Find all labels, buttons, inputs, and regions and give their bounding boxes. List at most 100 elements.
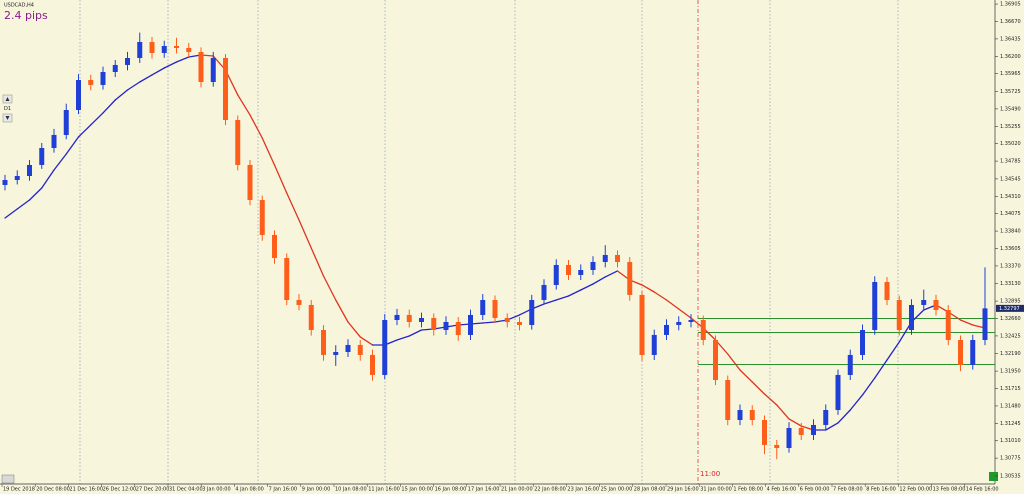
y-tick-label: 1.33840 bbox=[1000, 229, 1021, 235]
candle-body bbox=[468, 314, 473, 335]
moving-average-segment bbox=[77, 124, 92, 138]
candle-body bbox=[835, 374, 841, 410]
x-tick-label: 12 Feb 00:00 bbox=[899, 487, 932, 493]
moving-average-segment bbox=[849, 394, 864, 411]
candle-body bbox=[308, 304, 314, 330]
candle-body bbox=[945, 310, 951, 340]
candle-body bbox=[370, 354, 375, 375]
candle-body bbox=[896, 300, 902, 330]
timeframe-label: D1 bbox=[4, 106, 11, 112]
candle-body bbox=[786, 428, 792, 448]
candle-body bbox=[333, 352, 339, 355]
y-tick-label: 1.35255 bbox=[1000, 124, 1021, 130]
moving-average-segment bbox=[4, 208, 18, 219]
x-tick-label: 20 Dec 08:00 bbox=[36, 487, 70, 493]
y-tick-label: 1.31010 bbox=[1000, 438, 1021, 444]
candle-body bbox=[933, 300, 939, 310]
moving-average-segment bbox=[886, 341, 900, 361]
candle-body bbox=[431, 318, 437, 330]
candle-body bbox=[737, 410, 743, 420]
candle-body bbox=[688, 320, 694, 322]
moving-average-segment bbox=[543, 299, 557, 305]
moving-average-segment bbox=[788, 418, 802, 427]
y-tick-label: 1.31950 bbox=[1000, 369, 1021, 375]
candle-body bbox=[186, 48, 192, 52]
candle-body bbox=[774, 444, 780, 448]
candle-body bbox=[713, 340, 718, 380]
moving-average-segment bbox=[408, 329, 423, 337]
x-tick-label: 15 Jan 00:00 bbox=[401, 487, 433, 493]
candle-body bbox=[676, 322, 682, 325]
moving-average-segment bbox=[825, 422, 839, 431]
moving-average-segment bbox=[861, 377, 876, 396]
candle-body bbox=[566, 264, 571, 275]
candle-body bbox=[27, 164, 32, 176]
x-tick-label: 1 Feb 08:00 bbox=[733, 487, 763, 493]
candle-body bbox=[39, 148, 45, 165]
y-tick-label: 1.32895 bbox=[1000, 299, 1021, 305]
spread-label: 2.4 pips bbox=[4, 9, 48, 22]
moving-average-segment bbox=[126, 81, 141, 91]
x-tick-label: 6 Feb 00:00 bbox=[800, 487, 830, 493]
candle-body bbox=[762, 420, 767, 445]
moving-average-segment bbox=[763, 393, 778, 406]
candle-body bbox=[541, 284, 547, 300]
candle-body bbox=[982, 308, 988, 340]
y-tick-label: 1.35020 bbox=[1000, 141, 1021, 147]
y-tick-label: 1.33370 bbox=[1000, 263, 1021, 269]
candle-body bbox=[100, 72, 106, 85]
x-tick-label: 28 Jan 08:00 bbox=[634, 487, 666, 493]
candle-body bbox=[602, 254, 608, 262]
candle-body bbox=[578, 270, 584, 275]
moving-average-segment bbox=[604, 270, 619, 278]
x-tick-label: 23 Jan 16:00 bbox=[567, 487, 599, 493]
x-tick-label: 4 Feb 16:00 bbox=[767, 487, 797, 493]
candle-body bbox=[798, 428, 804, 435]
moving-average-segment bbox=[776, 404, 790, 420]
candle-body bbox=[517, 322, 522, 325]
moving-average-segment bbox=[959, 319, 974, 326]
x-tick-label: 7 Feb 08:00 bbox=[833, 487, 863, 493]
x-tick-label: 26 Dec 12:00 bbox=[103, 487, 137, 493]
symbol-title: USDCAD,H4 bbox=[4, 3, 34, 9]
moving-average-segment bbox=[151, 67, 165, 76]
candle-body bbox=[823, 410, 829, 425]
moving-average-segment bbox=[751, 381, 766, 395]
moving-average-segment bbox=[273, 164, 288, 194]
moving-average-segment bbox=[874, 359, 888, 379]
y-tick-label: 1.36435 bbox=[1000, 36, 1021, 42]
timeframe-control[interactable]: D1 bbox=[2, 94, 13, 123]
y-tick-label: 1.32425 bbox=[1000, 333, 1021, 339]
moving-average-segment bbox=[641, 284, 655, 293]
moving-average-segment bbox=[555, 295, 570, 301]
scroll-icon[interactable] bbox=[1, 474, 15, 484]
y-tick-label: 1.30775 bbox=[1000, 456, 1021, 462]
moving-average-segment bbox=[335, 299, 349, 323]
candle-body bbox=[860, 330, 865, 355]
y-tick-label: 1.31715 bbox=[1000, 386, 1021, 392]
x-tick-label: 31 Jan 00:00 bbox=[700, 487, 732, 493]
candle-body bbox=[480, 300, 486, 315]
x-tick-label: 31 Dec 04:00 bbox=[169, 487, 203, 493]
candle-body bbox=[63, 110, 69, 135]
candle-body bbox=[161, 46, 167, 53]
moving-average-segment bbox=[28, 187, 43, 201]
moving-average-segment bbox=[347, 321, 361, 338]
candle-body bbox=[174, 46, 179, 48]
candle-body bbox=[553, 264, 559, 285]
candle-body bbox=[639, 294, 645, 355]
candle-body bbox=[137, 42, 143, 58]
current-price-label: 1.32797 bbox=[999, 306, 1020, 312]
x-tick-label: 9 Jan 00:00 bbox=[302, 487, 330, 493]
candle-body bbox=[921, 300, 927, 305]
moving-average-segment bbox=[310, 247, 325, 277]
y-tick-label: 1.35725 bbox=[1000, 89, 1021, 95]
moving-average-segment bbox=[727, 353, 741, 371]
moving-average-segment bbox=[653, 291, 668, 301]
moving-average-segment bbox=[322, 275, 337, 301]
y-tick-label: 1.32660 bbox=[1000, 316, 1021, 322]
x-tick-label: 14 Feb 16:00 bbox=[966, 487, 999, 493]
moving-average-segment bbox=[16, 199, 31, 210]
moving-average-segment bbox=[665, 299, 680, 310]
